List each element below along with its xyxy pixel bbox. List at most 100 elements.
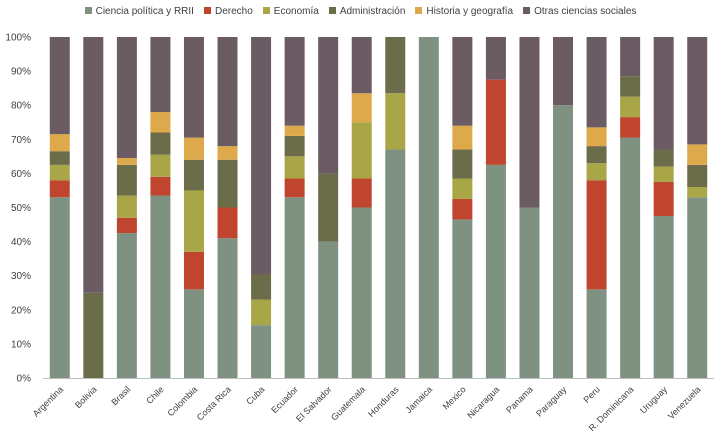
bar-segment: [553, 37, 574, 106]
legend: Ciencia política y RRII Derecho Economía Ad…: [0, 6, 721, 17]
bar-segment: [150, 176, 171, 196]
bar-segment: [49, 151, 70, 165]
x-tick-label: Chile: [144, 384, 166, 406]
x-tick-label: Paraguay: [534, 384, 569, 419]
bar-segment: [251, 274, 272, 300]
y-tick-label: 20%: [11, 305, 31, 316]
bar-segment: [183, 159, 204, 191]
legend-item: Historia y geografía: [415, 6, 513, 17]
bar-segment: [586, 163, 607, 181]
x-tick-label: Peru: [581, 384, 602, 405]
y-tick-label: 90%: [11, 67, 31, 78]
y-tick-label: 70%: [11, 135, 31, 146]
y-tick-label: 30%: [11, 271, 31, 282]
bar-segment: [83, 292, 104, 378]
bar-segment: [284, 37, 305, 126]
legend-label: Derecho: [214, 6, 253, 17]
bar-segment: [653, 181, 674, 217]
bar-segment: [351, 207, 372, 378]
bar-segment: [217, 238, 238, 378]
bar-segment: [452, 149, 473, 179]
bar-segment: [351, 37, 372, 94]
y-tick-label: 50%: [11, 203, 31, 214]
legend-swatch: [328, 7, 336, 14]
bar-segment: [83, 37, 104, 293]
bar-segment: [485, 164, 506, 379]
x-tick-label: El Salvador: [294, 384, 334, 424]
bar-segment: [150, 195, 171, 378]
bar-segment: [217, 207, 238, 239]
bar-segment: [485, 37, 506, 80]
bar-segment: [318, 37, 339, 174]
bar-segment: [150, 37, 171, 113]
x-tick-label: Nicaragua: [465, 384, 501, 420]
bar-segment: [385, 149, 406, 378]
bar-segment: [385, 93, 406, 150]
y-tick-label: 80%: [11, 101, 31, 112]
x-tick-label: Guatemala: [329, 384, 367, 422]
bar-segment: [452, 219, 473, 378]
bar-segment: [418, 37, 439, 378]
bar-segment: [687, 37, 708, 145]
y-tick-label: 40%: [11, 237, 31, 248]
x-tick-label: Mexico: [441, 384, 468, 411]
bar-segment: [49, 180, 70, 198]
legend-item: Otras ciencias sociales: [523, 6, 636, 17]
bar-segment: [485, 79, 506, 165]
bar-segment: [183, 37, 204, 138]
legend-label: Historia y geografía: [426, 6, 514, 17]
bar-segment: [653, 149, 674, 167]
bar-segment: [620, 117, 641, 138]
x-tick-label: Jamaica: [403, 384, 434, 415]
bar-segment: [586, 289, 607, 378]
bar-segment: [620, 137, 641, 378]
bar-segment: [452, 37, 473, 126]
bar-segment: [217, 159, 238, 208]
legend-label: Economía: [273, 6, 319, 17]
bar-segment: [251, 325, 272, 378]
bar-segment: [653, 216, 674, 378]
x-tick-label: Bolivia: [73, 384, 99, 410]
bar-segment: [284, 156, 305, 179]
x-tick-label: Colombia: [165, 384, 199, 418]
bar-segment: [183, 137, 204, 160]
bar-segment: [519, 207, 540, 378]
x-tick-label: Argentina: [31, 384, 65, 418]
bar-segment: [183, 289, 204, 378]
legend-label: Ciencia política y RRII: [95, 6, 194, 17]
bar-segment: [49, 37, 70, 135]
bar-segment: [116, 233, 137, 378]
legend-swatch: [203, 7, 211, 14]
legend-item: Economía: [262, 6, 319, 17]
y-tick-label: 100%: [5, 33, 31, 44]
x-tick-label: Ecuador: [269, 384, 300, 415]
bar-segment: [586, 127, 607, 147]
bar-segment: [318, 173, 339, 242]
x-tick-label: Brasil: [109, 384, 132, 407]
x-tick-label: Cuba: [244, 384, 266, 406]
bar-segment: [284, 125, 305, 136]
bar-segment: [217, 146, 238, 160]
bar-segment: [620, 96, 641, 118]
bar-segment: [116, 195, 137, 218]
legend-swatch: [84, 7, 92, 14]
legend-item: Derecho: [203, 6, 253, 17]
x-tick-label: Costa Rica: [195, 384, 233, 422]
bar-segment: [183, 190, 204, 252]
y-tick-label: 60%: [11, 169, 31, 180]
bar-segment: [653, 166, 674, 182]
bar-segment: [452, 125, 473, 150]
legend-swatch: [415, 7, 423, 14]
legend-item: Ciencia política y RRII: [84, 6, 194, 17]
bar-segment: [116, 164, 137, 196]
bar-segment: [150, 132, 171, 155]
bar-segment: [620, 37, 641, 77]
bar-segment: [351, 93, 372, 123]
bar-segment: [586, 37, 607, 128]
x-tick-label: Venezuela: [666, 384, 703, 421]
bar-segment: [49, 164, 70, 181]
bar-segment: [586, 180, 607, 290]
bar-segment: [150, 154, 171, 177]
legend-label: Administración: [339, 6, 406, 17]
